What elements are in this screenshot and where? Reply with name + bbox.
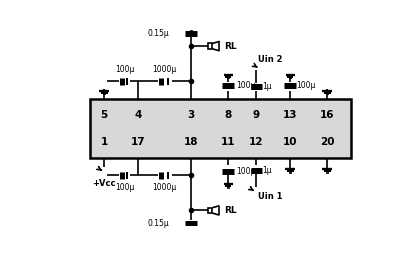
Text: 18: 18: [184, 137, 198, 147]
Text: 3: 3: [188, 110, 195, 120]
Text: 11: 11: [221, 137, 236, 147]
Text: 13: 13: [283, 110, 298, 120]
Text: 100μ: 100μ: [115, 183, 134, 192]
Text: RL: RL: [224, 206, 237, 215]
Text: Uin 2: Uin 2: [258, 55, 282, 64]
Text: 17: 17: [131, 137, 146, 147]
Text: 0.15μ: 0.15μ: [148, 29, 169, 38]
Text: 100μ: 100μ: [236, 167, 255, 176]
Text: 100μ: 100μ: [115, 65, 134, 74]
Text: 4: 4: [135, 110, 142, 120]
Bar: [90, 99, 351, 157]
Text: RL: RL: [224, 42, 237, 51]
Bar: [208, 43, 212, 49]
Text: 0.15μ: 0.15μ: [148, 219, 169, 228]
Text: 1μ: 1μ: [262, 82, 272, 91]
Text: 1000μ: 1000μ: [152, 65, 177, 74]
Text: 9: 9: [252, 110, 260, 120]
Text: 20: 20: [320, 137, 335, 147]
Text: 12: 12: [249, 137, 263, 147]
Text: +Vcc: +Vcc: [92, 179, 116, 188]
Text: 10: 10: [283, 137, 298, 147]
Text: 8: 8: [225, 110, 232, 120]
Text: 1000μ: 1000μ: [152, 183, 177, 192]
Bar: [208, 208, 212, 213]
Text: 100μ: 100μ: [236, 81, 255, 90]
Text: 1: 1: [101, 137, 108, 147]
Text: 5: 5: [101, 110, 108, 120]
Text: 100μ: 100μ: [296, 81, 316, 90]
Text: 1μ: 1μ: [262, 166, 272, 175]
Text: 16: 16: [320, 110, 335, 120]
Text: Uin 1: Uin 1: [258, 192, 282, 201]
